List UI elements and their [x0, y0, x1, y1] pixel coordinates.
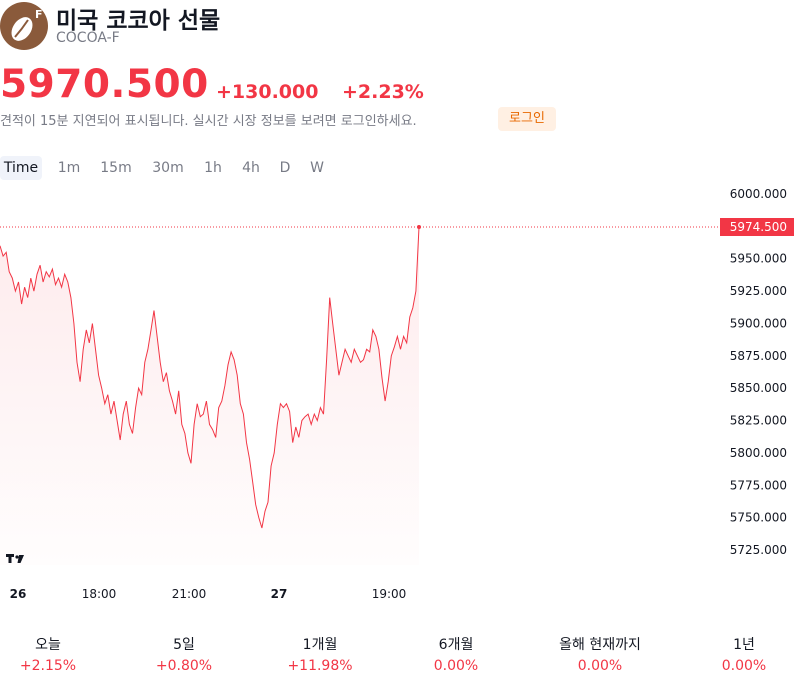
y-tick-label: 5750.000 [730, 511, 787, 525]
tab-1h[interactable]: 1h [204, 160, 222, 176]
y-tick-label: 5775.000 [730, 478, 787, 492]
x-tick-label: 26 [10, 587, 27, 601]
y-tick-label: 5800.000 [730, 446, 787, 460]
last-price-label: 5974.500 [730, 220, 787, 234]
period-6m[interactable]: 6개월 0.00% [396, 634, 516, 674]
tab-4h[interactable]: 4h [242, 160, 260, 176]
coffee-bean-logo: F [0, 2, 48, 50]
period-label: 1년 [733, 637, 755, 653]
tab-15m[interactable]: 15m [100, 160, 132, 176]
price-line [0, 226, 420, 529]
login-button[interactable]: 로그인 [498, 107, 556, 131]
period-ytd[interactable]: 올해 현재까지 0.00% [540, 634, 660, 674]
period-5d[interactable]: 5일 +0.80% [124, 634, 244, 674]
y-tick-label: 6000.000 [730, 187, 787, 201]
y-tick-label: 5825.000 [730, 414, 787, 428]
period-today[interactable]: 오늘 +2.15% [0, 634, 108, 674]
period-value: 0.00% [721, 658, 767, 674]
x-tick-label: 21:00 [172, 587, 207, 601]
period-label: 5일 [173, 637, 195, 653]
logo-letter: F [35, 8, 43, 21]
period-label: 올해 현재까지 [559, 637, 641, 653]
period-1y[interactable]: 1년 0.00% [684, 634, 800, 674]
period-value: 0.00% [577, 658, 623, 674]
last-price: 5970.500 [0, 62, 209, 107]
period-value: +11.98% [287, 658, 353, 674]
x-tick-label: 18:00 [82, 587, 117, 601]
y-tick-label: 5950.000 [730, 252, 787, 266]
performance-periods: 오늘 +2.15% 5일 +0.80% 1개월 +11.98% 6개월 0.00… [0, 634, 800, 674]
period-value: +2.15% [19, 658, 77, 674]
period-label: 1개월 [302, 637, 338, 653]
tab-30m[interactable]: 30m [152, 160, 184, 176]
ticker-symbol: COCOA-F [56, 30, 120, 46]
x-tick-label: 19:00 [372, 587, 407, 601]
tab-time[interactable]: Time [0, 156, 42, 180]
last-point-dot [417, 225, 421, 230]
tradingview-logo-icon[interactable] [6, 554, 24, 563]
y-tick-label: 5925.000 [730, 284, 787, 298]
y-tick-label: 5725.000 [730, 543, 787, 557]
delay-notice: 견적이 15분 지연되어 표시됩니다. 실시간 시장 정보를 보려면 로그인하세… [0, 114, 417, 129]
y-tick-label: 5850.000 [730, 381, 787, 395]
period-1m[interactable]: 1개월 +11.98% [260, 634, 380, 674]
tab-d[interactable]: D [279, 160, 291, 176]
period-label: 6개월 [438, 637, 474, 653]
page-title: 미국 코코아 선물 [56, 8, 221, 34]
price-change: +130.000 [216, 81, 319, 103]
price-area [0, 227, 419, 565]
tab-1m[interactable]: 1m [57, 160, 81, 176]
price-change-percent: +2.23% [342, 81, 424, 103]
bean-icon: F [11, 8, 43, 41]
period-value: +0.80% [155, 658, 213, 674]
last-price-badge [720, 218, 794, 236]
period-label: 오늘 [35, 637, 61, 653]
y-tick-label: 5900.000 [730, 317, 787, 331]
x-tick-label: 27 [271, 587, 288, 601]
period-value: 0.00% [433, 658, 479, 674]
y-tick-label: 5875.000 [730, 349, 787, 363]
price-chart[interactable]: 6000.000 5950.000 5925.000 5900.000 5875.000… [0, 180, 800, 610]
tab-w[interactable]: W [310, 160, 324, 176]
